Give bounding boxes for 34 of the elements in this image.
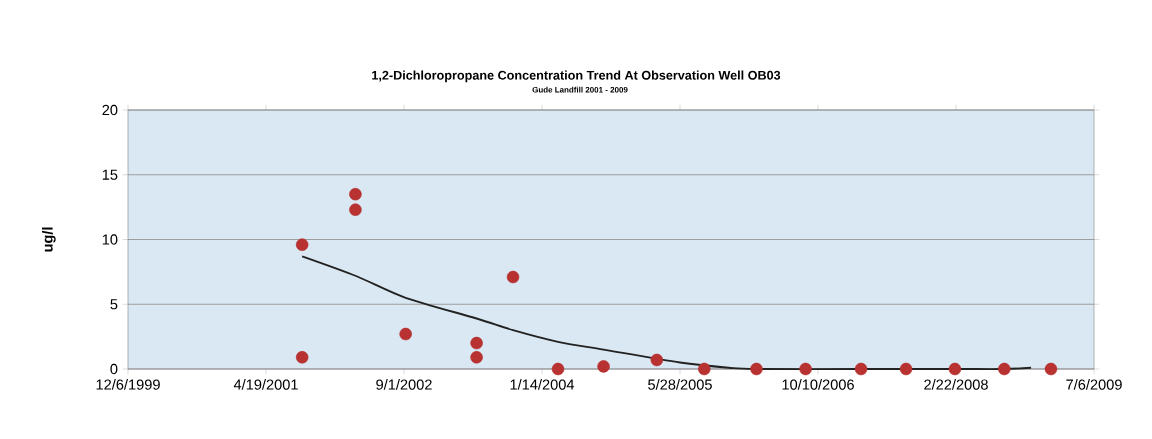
point [854, 362, 868, 376]
point [506, 270, 520, 284]
point [650, 353, 664, 367]
x-tick-label: 9/1/2002 [376, 379, 432, 390]
y-axis-title: ug/l [42, 227, 56, 252]
point [799, 362, 812, 376]
point [551, 362, 565, 376]
point [750, 362, 763, 376]
point [597, 360, 610, 373]
point [295, 351, 309, 364]
point [698, 362, 711, 376]
x-tick-label: 1/14/2004 [510, 379, 575, 390]
chart-title: 1,2-Dichloropropane Concentration Trend At Observation Well OB03 [372, 70, 781, 83]
point [948, 362, 962, 376]
point [899, 362, 913, 376]
x-tick-label: 10/10/2006 [782, 379, 854, 390]
point [998, 362, 1011, 376]
x-tick-label: 2/22/2008 [924, 379, 988, 390]
point [1044, 362, 1058, 376]
point [470, 351, 483, 364]
y-tick-label: 15 [102, 169, 118, 180]
x-tick-label: 5/28/2005 [648, 379, 712, 390]
x-tick-label: 4/19/2001 [233, 379, 298, 390]
point [470, 336, 483, 350]
point [349, 203, 362, 216]
point [349, 187, 362, 201]
y-tick-label: 5 [110, 299, 118, 310]
point [399, 327, 412, 341]
x-tick-label: 12/6/1999 [96, 379, 160, 390]
y-tick-label: 20 [102, 104, 118, 116]
x-tick-label: 7/6/2009 [1066, 379, 1122, 390]
y-tick-label: 0 [110, 363, 118, 375]
point [295, 238, 309, 251]
y-tick-label: 10 [102, 234, 118, 245]
